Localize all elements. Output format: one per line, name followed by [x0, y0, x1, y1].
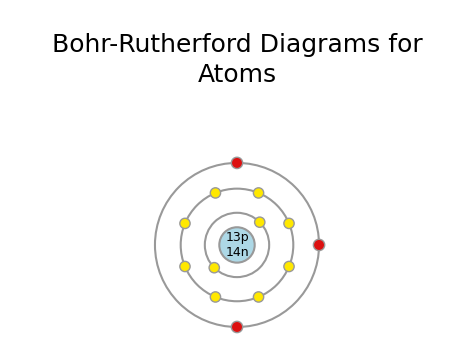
Circle shape	[284, 218, 294, 229]
Circle shape	[254, 188, 264, 198]
Circle shape	[255, 217, 265, 227]
Circle shape	[210, 188, 220, 198]
Circle shape	[231, 157, 243, 169]
Circle shape	[219, 227, 255, 263]
Text: Bohr-Rutherford Diagrams for
Atoms: Bohr-Rutherford Diagrams for Atoms	[52, 33, 422, 87]
Circle shape	[313, 239, 325, 251]
Circle shape	[284, 261, 294, 272]
Circle shape	[231, 321, 243, 333]
Circle shape	[210, 292, 220, 302]
Circle shape	[180, 261, 190, 272]
Circle shape	[180, 218, 190, 229]
Circle shape	[254, 292, 264, 302]
Circle shape	[209, 263, 219, 273]
Text: 13p
14n: 13p 14n	[225, 231, 249, 259]
